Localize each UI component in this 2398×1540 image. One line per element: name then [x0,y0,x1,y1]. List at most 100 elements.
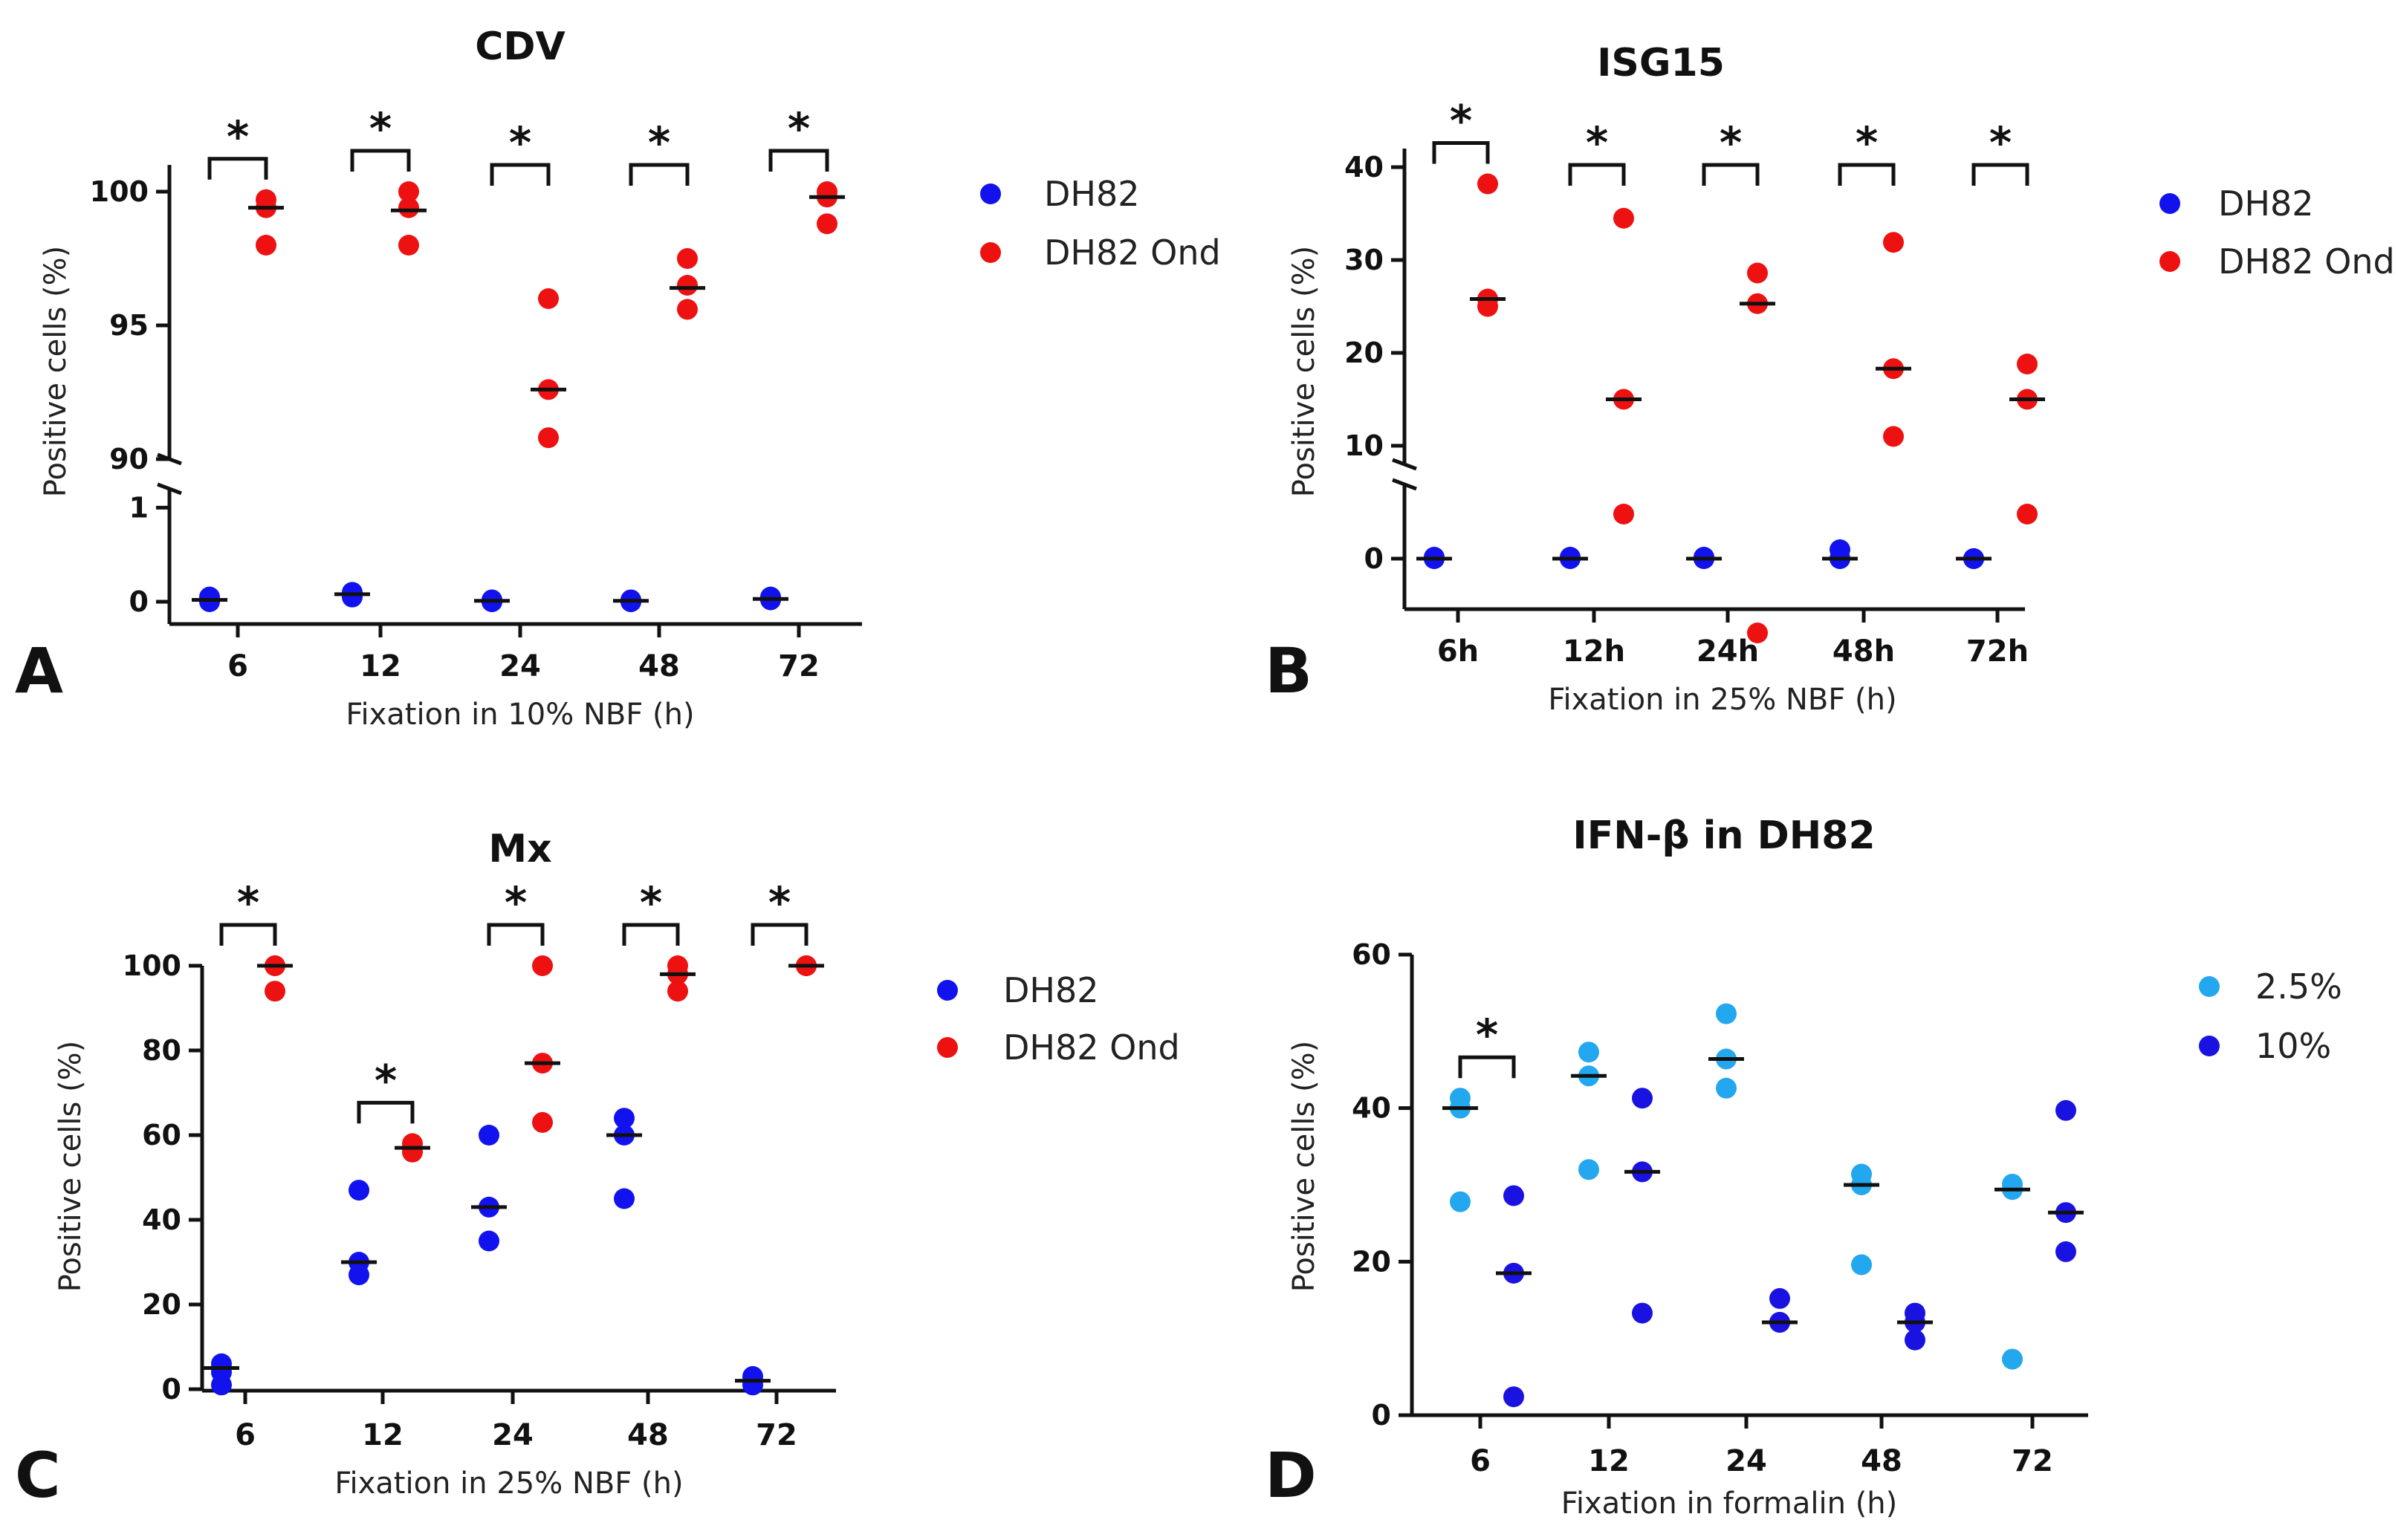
data-point-dh82-ond [538,427,559,449]
panel-b-xlabel: Fixation in 25% NBF (h) [1548,683,1896,717]
x-tick-label: 6 [227,649,248,683]
significance-star: * [227,111,249,162]
significance-bracket [1971,163,2029,186]
panel-d-letter: D [1265,1439,1317,1512]
panel-a-ylabel: Positive cells (%) [39,246,73,498]
x-tick-label: 48 [638,649,680,683]
legend-marker-dh82 [980,183,1001,204]
panel-c-legend: DH82 DH82 Ond [937,970,1180,1068]
legend-marker-dh82 [2159,193,2180,214]
data-point-dh82-ond [817,213,837,235]
data-point-10- [1503,1386,1524,1408]
significance-star: * [640,877,662,928]
panel-b-letter: B [1265,634,1312,707]
panel-a-letter: A [15,634,63,707]
y-tick-label: 10 [1344,429,1384,462]
panel-b-title: ISG15 [1597,41,1725,85]
data-point-10- [1632,1302,1653,1324]
data-point-dh82 [211,1374,232,1396]
data-point-10- [2055,1099,2076,1121]
legend-label-dh82: DH82 [1003,970,1099,1010]
legend-label-2-5-percent: 2.5% [2255,966,2342,1007]
significance-bracket [357,1100,415,1124]
axis-break-mark [157,482,182,496]
data-point-dh82 [479,1125,499,1146]
y-tick-label: 60 [1352,938,1391,971]
data-point-10- [1769,1287,1790,1309]
y-tick-label: 0 [129,585,149,618]
data-point-dh82 [614,1108,635,1129]
panel-d-legend: 2.5% 10% [2199,966,2342,1066]
y-tick-label: 40 [142,1203,181,1236]
data-point-dh82-ond [1747,623,1768,643]
y-tick-label: 95 [109,309,149,342]
x-tick-label: 12h [1563,634,1625,669]
panel-d-plot-area: 0 20 40 60 6 12 24 48 72 * [1352,938,2088,1478]
panel-d-xlabel: Fixation in formalin (h) [1561,1487,1898,1521]
data-point-dh82-ond [2017,354,2038,374]
legend-marker-dh82-ond [2159,251,2180,272]
panel-c-ylabel: Positive cells (%) [54,1041,88,1293]
legend-marker-dh82 [937,980,958,1001]
significance-bracket [207,157,268,180]
x-tick-label: 48h [1832,634,1895,669]
y-tick-label: 20 [1352,1245,1391,1278]
panel-b-ylabel: Positive cells (%) [1287,246,1321,498]
legend-marker-dh82-ond [937,1037,958,1058]
x-tick-label: 6 [1470,1444,1491,1478]
significance-star: * [1720,117,1742,168]
significance-star: * [375,1055,397,1105]
panel-d-ylabel: Positive cells (%) [1287,1041,1321,1293]
significance-star: * [509,117,531,168]
y-tick-label: 30 [1344,244,1384,276]
x-tick-label: 72 [778,649,820,683]
data-point-dh82-ond [398,235,419,256]
axis-break-mark [1392,478,1417,491]
significance-star: * [788,103,810,154]
x-tick-label: 24 [1725,1444,1767,1478]
data-point-dh82-ond [265,981,285,1002]
data-point-dh82-ond [1477,173,1498,195]
legend-marker-10-percent [2199,1036,2220,1056]
data-point-dh82-ond [256,235,276,256]
data-point-dh82-ond [1883,232,1904,253]
panel-a-plot-area: 90 95 100 0 1 6 12 24 48 72 * * * * * [90,103,862,683]
significance-star: * [1856,117,1878,168]
data-point-dh82-ond [398,197,419,218]
data-point-dh82-ond [1477,296,1498,317]
x-tick-label: 12 [362,1418,404,1452]
data-point-dh82 [479,1230,499,1252]
data-point-dh82-ond [532,1111,553,1133]
data-point-2-5- [1851,1254,1872,1276]
data-point-dh82-ond [1747,262,1768,284]
x-tick-label: 12 [1588,1444,1630,1478]
legend-label-dh82-ond: DH82 Ond [1003,1027,1180,1068]
panel-c-letter: C [15,1439,61,1512]
data-point-dh82-ond [667,981,688,1002]
panel-a-title: CDV [475,25,566,69]
y-tick-label: 100 [123,949,181,982]
significance-bracket [219,923,277,946]
significance-star: * [505,877,527,928]
legend-label-dh82-ond: DH82 Ond [1044,233,1221,273]
y-tick-label: 20 [142,1288,181,1321]
significance-star: * [1989,117,2012,168]
significance-star: * [1450,96,1472,146]
y-tick-label: 20 [1344,337,1384,369]
y-tick-label: 1 [129,491,149,524]
panel-d-title: IFN-β in DH82 [1572,813,1875,858]
significance-star: * [237,877,259,928]
x-tick-label: 72h [1966,634,2029,669]
significance-bracket [768,149,829,172]
legend-marker-dh82-ond [980,242,1001,263]
significance-bracket [1702,163,1760,186]
panel-c-title: Mx [488,827,551,871]
data-point-dh82-ond [677,299,698,320]
panel-b-plot-area: 10 20 30 40 0 6h 12h 24h 48h 72h * * * * * [1344,96,2045,669]
significance-star: * [648,117,670,168]
data-point-dh82-ond [398,181,419,202]
panel-a-xlabel: Fixation in 10% NBF (h) [346,698,694,732]
data-point-10- [1632,1088,1653,1109]
x-tick-label: 24 [499,649,541,683]
data-point-10- [1503,1185,1524,1206]
